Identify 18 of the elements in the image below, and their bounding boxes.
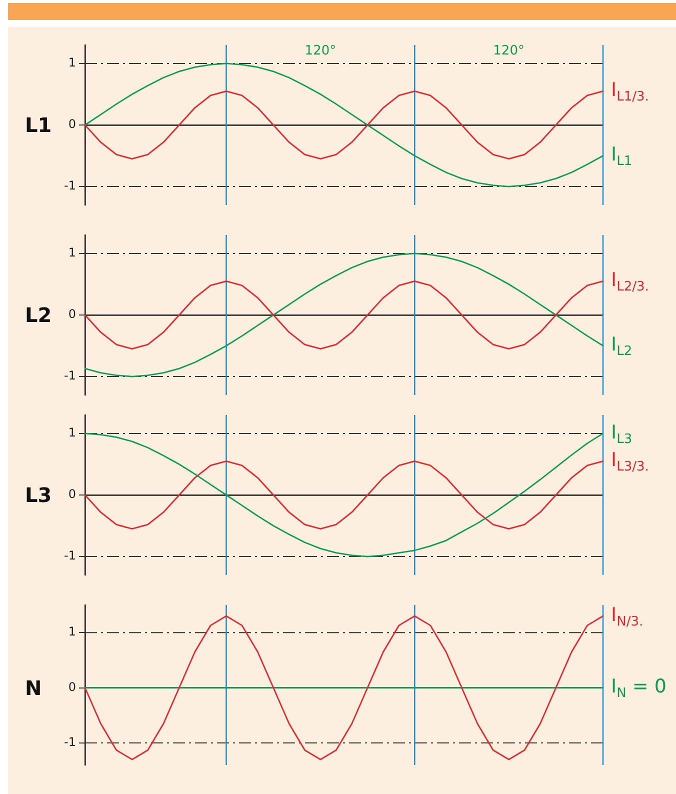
annotation: 120° [304, 43, 336, 58]
y-tick-label: -1 [64, 735, 76, 750]
y-axis-title: L2 [25, 303, 52, 327]
y-tick-label: 0 [68, 117, 76, 132]
y-tick-label: 1 [68, 56, 76, 70]
y-tick-label: 0 [68, 307, 76, 322]
y-tick-label: -1 [64, 548, 76, 563]
y-tick-label: -1 [64, 368, 76, 383]
y-axis-title: N [25, 676, 42, 700]
y-tick-label: 1 [68, 426, 76, 440]
annotation: 120° [493, 43, 524, 58]
y-tick-label: -1 [64, 178, 76, 193]
y-axis-title: L3 [25, 483, 52, 507]
y-tick-label: 0 [68, 680, 76, 694]
y-axis-title: L1 [25, 113, 52, 137]
y-tick-label: 1 [68, 624, 76, 639]
y-tick-label: 0 [68, 487, 76, 502]
y-tick-label: 1 [68, 246, 76, 260]
